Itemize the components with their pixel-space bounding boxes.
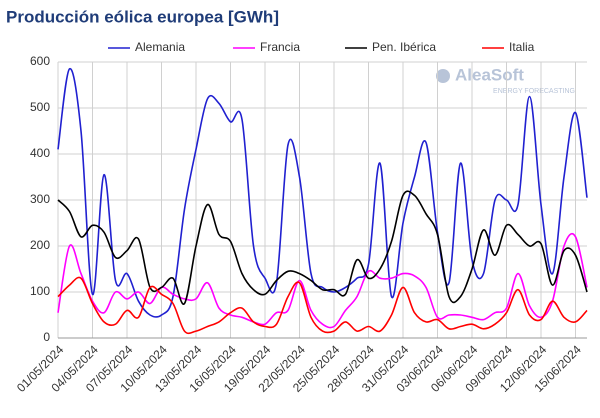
series-line	[57, 68, 588, 318]
series-line	[57, 276, 588, 335]
legend-label: Francia	[260, 40, 300, 54]
y-tick-label: 500	[30, 100, 50, 114]
chart-title: Producción eólica europea [GWh]	[6, 7, 279, 26]
series-line	[57, 190, 588, 305]
y-tick-label: 600	[30, 54, 50, 68]
y-tick-label: 100	[30, 284, 50, 298]
legend-label: Italia	[509, 40, 535, 54]
y-tick-label: 300	[30, 192, 50, 206]
legend-label: Pen. Ibérica	[372, 40, 436, 54]
logo-name: AleaSoft	[455, 65, 524, 84]
y-tick-label: 400	[30, 146, 50, 160]
logo-icon	[436, 69, 450, 83]
legend-label: Alemania	[135, 40, 185, 54]
y-tick-label: 200	[30, 238, 50, 252]
logo: AleaSoft ENERGY FORECASTING	[436, 65, 575, 95]
y-tick-label: 0	[43, 330, 50, 344]
logo-tagline: ENERGY FORECASTING	[493, 88, 575, 95]
series-line	[57, 233, 588, 329]
